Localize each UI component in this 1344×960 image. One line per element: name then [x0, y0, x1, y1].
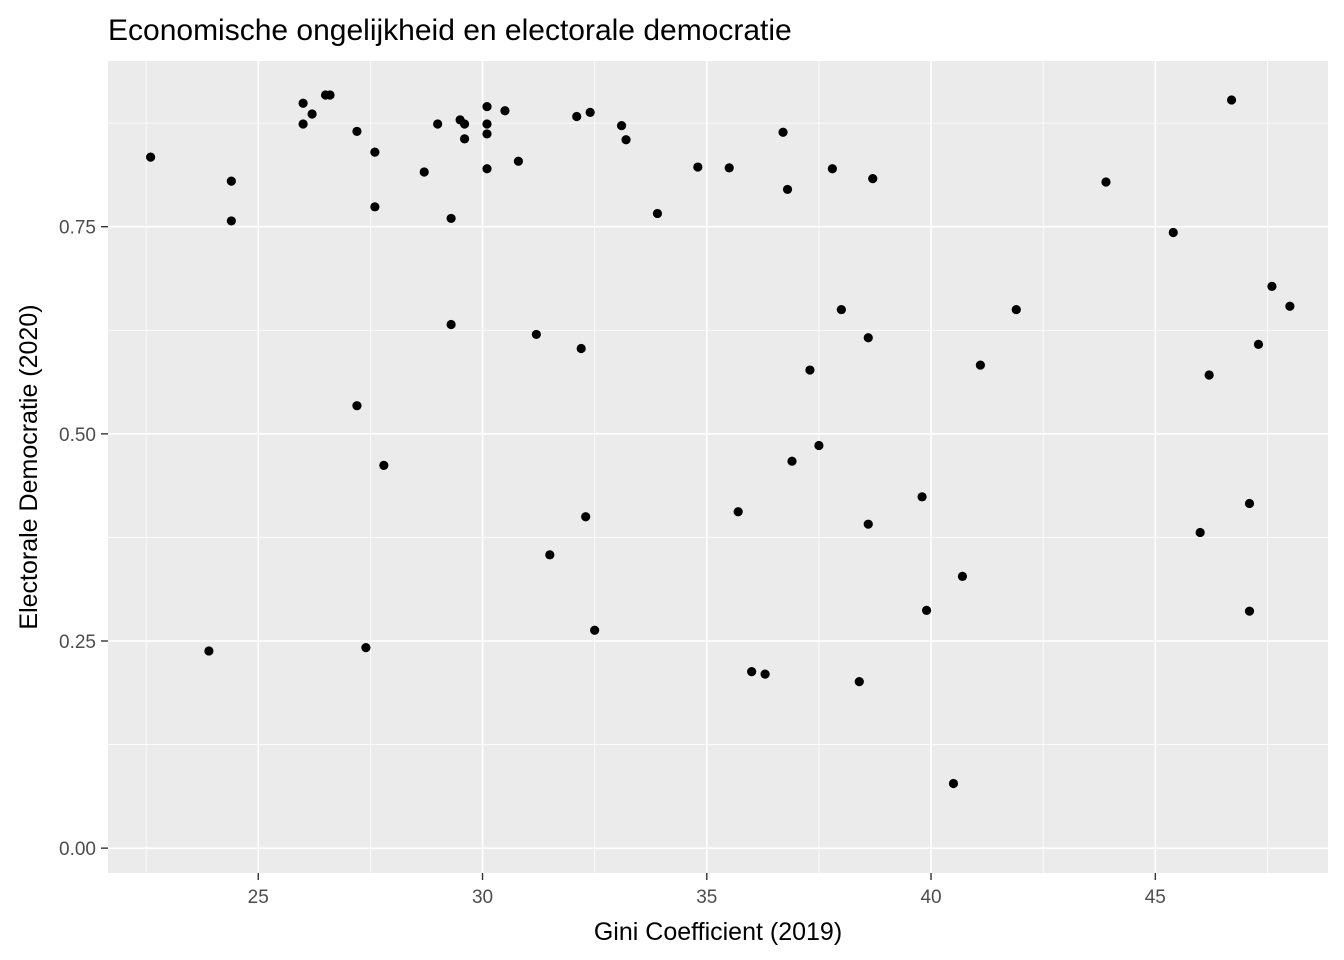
- data-point: [975, 360, 985, 370]
- y-axis-title: Electorale Democratie (2020): [15, 304, 43, 629]
- data-point: [917, 492, 927, 502]
- data-point: [1226, 95, 1237, 105]
- x-tick-label: 35: [696, 887, 717, 908]
- data-point: [545, 550, 555, 560]
- data-point: [226, 216, 236, 226]
- data-point: [419, 167, 429, 177]
- data-point: [778, 127, 788, 137]
- minor-gridlines: [108, 61, 1328, 873]
- data-point: [1204, 370, 1214, 380]
- data-point: [325, 90, 335, 100]
- x-tick-label: 45: [1145, 887, 1166, 908]
- data-point: [1244, 606, 1255, 616]
- y-axis: 0.00 0.25 0.50 0.75: [59, 218, 108, 860]
- data-point: [204, 646, 214, 656]
- data-point: [482, 119, 492, 129]
- y-tick-label: 0.75: [59, 218, 96, 239]
- data-point: [652, 208, 663, 219]
- data-point: [500, 106, 510, 116]
- data-point: [854, 677, 864, 687]
- data-point: [616, 121, 627, 131]
- data-point: [298, 98, 308, 108]
- data-points: [146, 90, 1295, 789]
- data-point: [352, 126, 362, 137]
- data-point: [760, 669, 770, 679]
- data-point: [863, 519, 873, 529]
- data-point: [948, 778, 959, 789]
- data-point: [805, 365, 815, 375]
- data-point: [226, 176, 236, 186]
- x-tick-label: 40: [920, 887, 941, 908]
- data-point: [370, 147, 380, 157]
- data-point: [1285, 301, 1295, 311]
- data-point: [836, 304, 846, 315]
- data-point: [782, 184, 793, 195]
- data-point: [482, 101, 492, 112]
- data-point: [581, 512, 591, 522]
- data-point: [352, 401, 362, 411]
- x-tick-label: 30: [472, 887, 493, 908]
- data-point: [572, 111, 582, 122]
- x-axis-title: Gini Coefficient (2019): [594, 918, 842, 946]
- data-point: [814, 440, 824, 451]
- data-point: [621, 135, 631, 145]
- chart-title: Economische ongelijkheid en electorale d…: [108, 14, 792, 47]
- data-point: [747, 667, 757, 677]
- data-point: [433, 119, 443, 129]
- data-point: [482, 164, 492, 174]
- data-point: [146, 152, 156, 162]
- data-point: [513, 156, 524, 166]
- major-gridlines: [108, 61, 1328, 873]
- data-point: [1244, 498, 1255, 509]
- data-point: [1011, 304, 1021, 315]
- y-tick-label: 0.25: [59, 632, 96, 653]
- data-point: [1253, 339, 1264, 349]
- data-point: [482, 129, 492, 139]
- data-point: [693, 162, 703, 172]
- data-point: [787, 456, 797, 466]
- data-point: [361, 643, 371, 653]
- data-point: [446, 213, 456, 224]
- data-point: [1267, 281, 1277, 291]
- x-tick-label: 25: [248, 887, 269, 908]
- data-point: [576, 343, 586, 354]
- data-point: [827, 164, 837, 174]
- data-point: [307, 109, 317, 119]
- data-point: [531, 329, 541, 340]
- data-point: [585, 107, 595, 117]
- data-point: [1195, 527, 1205, 538]
- data-point: [370, 202, 380, 212]
- data-point: [921, 605, 932, 615]
- data-point: [459, 119, 470, 129]
- data-point: [298, 119, 308, 129]
- data-point: [733, 507, 743, 517]
- y-tick-label: 0.50: [59, 425, 96, 446]
- data-point: [446, 319, 456, 330]
- data-point: [868, 174, 878, 184]
- y-tick-label: 0.00: [59, 839, 96, 860]
- data-point: [459, 134, 470, 144]
- x-axis: 25 30 35 40 45: [248, 873, 1166, 908]
- plot-panel: [108, 61, 1328, 873]
- data-point: [590, 625, 600, 635]
- data-point: [863, 333, 873, 343]
- data-point: [1101, 177, 1111, 187]
- data-point: [379, 460, 389, 470]
- data-point: [724, 163, 734, 173]
- data-point: [957, 571, 968, 581]
- data-point: [1168, 227, 1178, 238]
